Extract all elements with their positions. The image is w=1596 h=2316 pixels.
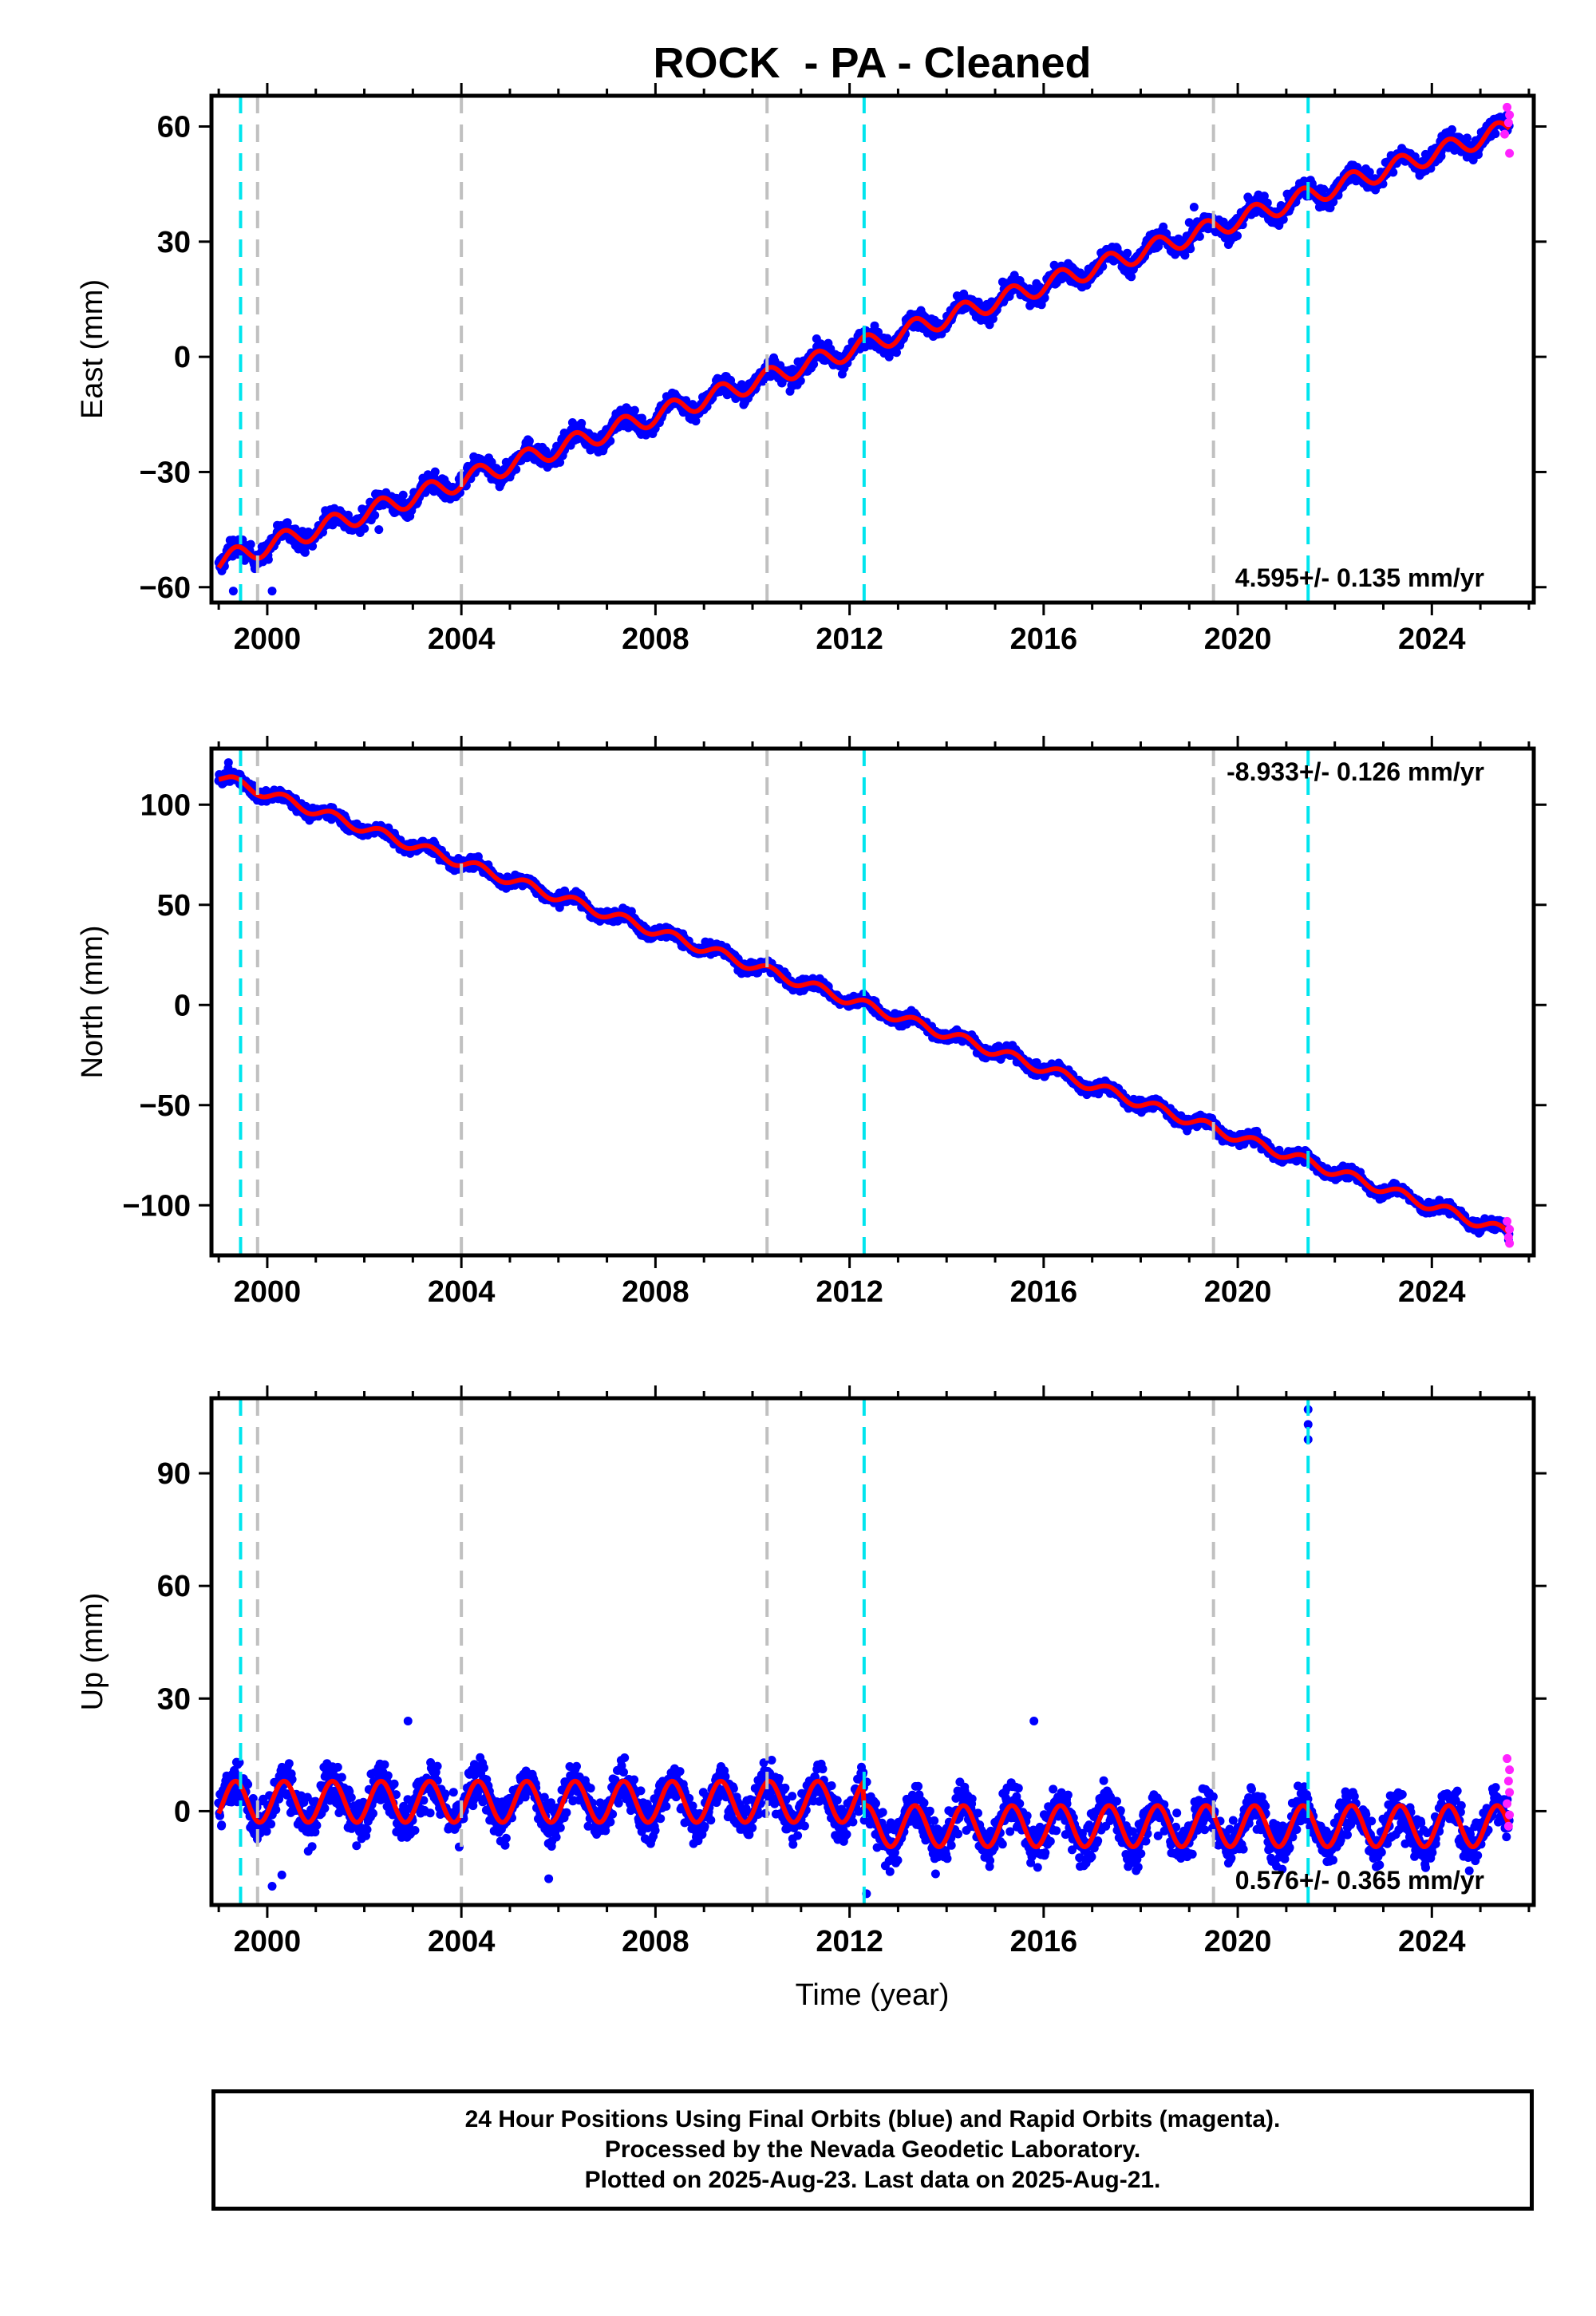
x-tick-label: 2004: [428, 622, 496, 656]
x-tick-label: 2000: [234, 622, 302, 656]
panel-north: 2000 2004 2008 2012 2016 2020 2024−100−5005010…: [76, 736, 1547, 1309]
plot-area-east: [214, 102, 1515, 596]
y-tick-label: −30: [140, 456, 191, 489]
data-point-east: [1233, 231, 1242, 240]
data-point-east: [577, 418, 587, 428]
rapid-point-east: [1503, 118, 1513, 128]
data-point-east: [360, 524, 369, 533]
data-point-east: [1123, 248, 1132, 258]
rapid-point-east: [1505, 110, 1515, 120]
rapid-point-east: [1500, 129, 1510, 139]
data-point-east: [308, 541, 318, 551]
outlier-point-east: [228, 587, 238, 596]
panel-east: 2000 2004 2008 2012 2016 2020 2024 −60 −30 0 30 60 E…: [76, 83, 1547, 656]
data-point-east: [1127, 272, 1136, 282]
data-point-east: [1195, 231, 1204, 241]
x-tick-label: 2008: [622, 622, 689, 656]
data-point-east: [555, 457, 565, 467]
outlier-point-east: [1184, 218, 1194, 227]
data-point-east: [1463, 133, 1472, 143]
y-tick-label: 60: [157, 110, 191, 144]
outlier-point-east: [374, 525, 384, 535]
outlier-point-east: [398, 490, 408, 500]
y-axis-label-east: East (mm): [76, 279, 109, 419]
x-tick-label: 2012: [816, 622, 883, 656]
data-point-east: [524, 437, 534, 446]
rate-label-east: 4.595+/- 0.135 mm/yr: [1235, 563, 1484, 592]
panels-group: 2000 2004 2008 2012 2016 2020 2024 −60 −30 0 30 60 E…: [76, 83, 1547, 1958]
data-point-east: [1491, 129, 1500, 139]
data-point-east: [430, 467, 440, 476]
data-point-east: [1262, 198, 1272, 207]
panel-frame-east: [209, 93, 1536, 605]
data-point-east: [691, 417, 701, 426]
outlier-point-east: [1189, 203, 1199, 212]
x-tick-label: 2020: [1204, 622, 1272, 656]
data-point-east: [1389, 168, 1398, 177]
data-point-east: [630, 405, 639, 415]
data-point-east: [870, 321, 879, 330]
data-point-east: [1159, 222, 1168, 231]
data-point-east: [1278, 215, 1288, 224]
data-point-east: [343, 510, 353, 520]
chart-title: ROCK - PA - Cleaned: [653, 39, 1091, 87]
data-point-east: [892, 348, 901, 358]
data-point-east: [1040, 293, 1049, 302]
plot-area-north: [214, 758, 1515, 1248]
x-tick-label: 2024: [1398, 622, 1466, 656]
data-point-east: [370, 511, 380, 520]
data-point-east: [246, 539, 255, 549]
data-point-east: [1448, 124, 1456, 134]
data-point-east: [796, 376, 805, 385]
y-tick-label: −60: [140, 571, 191, 605]
data-point-east: [1180, 251, 1190, 260]
y-tick-label: 30: [157, 226, 191, 259]
data-point-east: [1319, 184, 1329, 194]
rapid-point-east: [1505, 148, 1515, 158]
data-point-east: [1259, 192, 1269, 201]
x-tick-label: 2016: [1010, 622, 1078, 656]
y-tick-label: 0: [174, 341, 191, 374]
data-point-east: [1186, 244, 1195, 254]
outlier-point-east: [267, 587, 277, 596]
data-point-east: [263, 555, 273, 564]
rapid-point-east: [1503, 102, 1512, 112]
